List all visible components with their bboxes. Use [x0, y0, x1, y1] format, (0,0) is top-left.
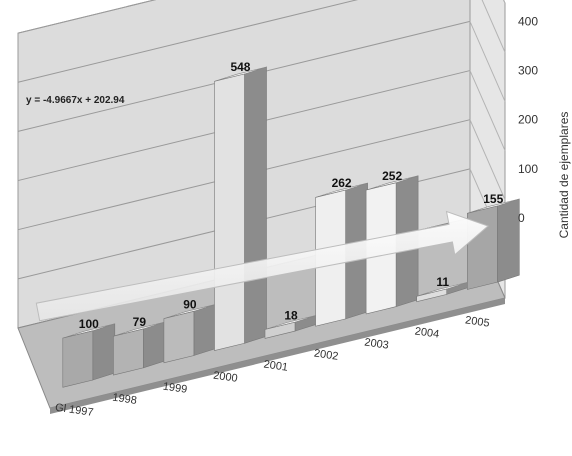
data-label: 252: [382, 169, 402, 183]
bar: [214, 66, 267, 351]
data-label: 11: [436, 275, 449, 289]
category-label: 2003: [364, 336, 390, 351]
category-label: 2004: [414, 325, 440, 340]
y-tick-label: 0: [518, 211, 525, 225]
category-label: Gl 1997: [54, 402, 94, 419]
bar: [264, 314, 318, 339]
category-label: 2002: [313, 347, 339, 362]
y-tick-label: 200: [518, 113, 538, 127]
data-labels: 100 79 90 548 18 262 252 11 155: [79, 60, 504, 331]
bar: [113, 321, 166, 376]
category-label: 2001: [263, 359, 289, 374]
category-label: 2005: [464, 314, 490, 329]
bar: [62, 323, 116, 388]
category-label: 1999: [162, 381, 188, 396]
y-tick-label: 300: [518, 64, 538, 78]
trendline-equation: y = -4.9667x + 202.94: [26, 95, 125, 106]
y-tick-label: 400: [518, 14, 538, 28]
x-axis-categories: Gl 1997 1998 1999 2000 2001 2002 2003 2004 2005: [54, 314, 490, 419]
data-label: 548: [230, 60, 250, 74]
data-label: 262: [332, 176, 352, 190]
category-label: 1998: [112, 392, 138, 407]
data-label: 155: [483, 192, 503, 206]
data-label: 100: [79, 317, 99, 331]
data-label: 18: [284, 308, 298, 322]
category-label: 2000: [212, 370, 238, 385]
bar: [466, 198, 520, 290]
trend-arrow: [35, 210, 489, 322]
y-tick-label: 100: [518, 162, 538, 176]
y-axis-title: Cantidad de ejemplares: [557, 112, 571, 239]
data-label: 90: [183, 297, 197, 311]
y-axis-ticks: 0100200300400500600: [518, 14, 538, 225]
data-label: 79: [133, 315, 147, 329]
